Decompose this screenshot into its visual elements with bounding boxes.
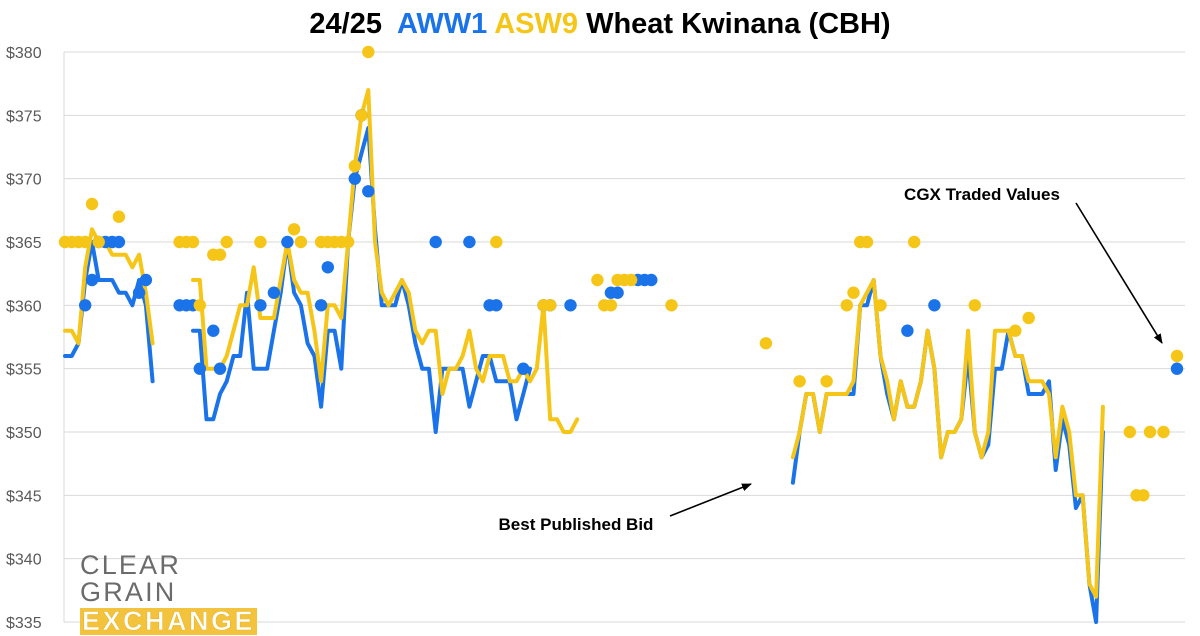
y-tick-label: $355 [6, 362, 42, 379]
traded-point [341, 235, 355, 249]
traded-point [611, 286, 624, 299]
traded-point [213, 362, 227, 375]
traded-point [1170, 349, 1184, 363]
traded-point [314, 299, 328, 312]
traded-point [847, 286, 860, 299]
traded-point [132, 286, 146, 299]
title-season: 24/25 [309, 8, 382, 40]
traded-point [820, 375, 833, 388]
traded-point [860, 235, 874, 249]
title-rest: Wheat Kwinana (CBH) [586, 8, 891, 40]
annotation-bid-label: Best Published Bid [499, 515, 654, 534]
traded-point [1157, 425, 1170, 439]
traded-point [968, 299, 981, 312]
y-tick-label: $380 [6, 45, 42, 62]
annotation-bid-arrow [669, 483, 752, 517]
traded-point [1022, 311, 1035, 325]
traded-point [490, 299, 503, 312]
series-asw9-line [63, 88, 1105, 599]
series-line-segment [790, 278, 1105, 599]
traded-point [645, 273, 658, 287]
annotation-traded-label: CGX Traded Values [904, 185, 1060, 204]
y-tick-label: $345 [6, 488, 42, 505]
traded-point [517, 362, 530, 375]
traded-point [281, 235, 294, 249]
traded-point [112, 210, 126, 223]
traded-point [348, 159, 361, 173]
title-aww1: AWW1 [397, 8, 488, 40]
logo-line1: CLEAR GRAIN [80, 550, 182, 607]
traded-point [544, 299, 557, 312]
y-tick-label: $360 [6, 298, 42, 315]
traded-point [429, 235, 442, 249]
traded-point [908, 235, 921, 249]
traded-point [92, 235, 105, 249]
traded-point [793, 375, 806, 388]
traded-point [79, 299, 92, 312]
traded-point [1009, 324, 1022, 337]
traded-point [874, 299, 887, 312]
traded-point [355, 109, 368, 122]
traded-point [490, 235, 503, 249]
traded-point [207, 324, 220, 337]
traded-point [1123, 425, 1137, 439]
traded-point [287, 223, 301, 236]
traded-point [85, 197, 99, 211]
dots-layer [58, 45, 1184, 502]
traded-point [193, 299, 206, 312]
y-tick-label: $365 [6, 235, 42, 252]
chart-title: 24/25 AWW1 ASW9 Wheat Kwinana (CBH) [0, 8, 1200, 41]
traded-point [1170, 362, 1184, 375]
traded-point [220, 235, 233, 249]
title-asw9: ASW9 [494, 8, 579, 40]
y-tick-label: $350 [6, 425, 42, 442]
y-tick-label: $370 [6, 172, 42, 189]
traded-point [186, 235, 200, 249]
traded-point [604, 299, 618, 312]
traded-point [362, 45, 375, 59]
traded-point [321, 261, 334, 274]
traded-point [294, 235, 308, 249]
y-tick-label: $375 [6, 108, 42, 125]
annotation-best-bid: Best Published Bid [499, 483, 752, 534]
traded-point [348, 172, 361, 185]
traded-point [1143, 425, 1157, 439]
traded-point [928, 299, 941, 312]
traded-point [840, 299, 853, 312]
traded-point [79, 235, 92, 249]
traded-point [463, 235, 476, 249]
series-asw9-traded-dots [58, 45, 1184, 502]
series-layer [63, 88, 1105, 624]
series-line-segment [191, 126, 532, 434]
traded-point [254, 299, 267, 312]
series-line-segment [63, 227, 155, 346]
traded-point [564, 299, 577, 312]
logo-line2: EXCHANGE [80, 606, 258, 636]
y-tick-label: $335 [6, 615, 42, 630]
traded-point [362, 185, 375, 198]
traded-point [624, 273, 638, 287]
clear-grain-exchange-logo: CLEAR GRAIN EXCHANGE [80, 552, 280, 635]
traded-point [759, 337, 773, 350]
annotation-traded-arrow [1075, 202, 1163, 344]
traded-point [85, 273, 99, 287]
traded-point [139, 273, 153, 287]
traded-point [267, 286, 281, 299]
traded-point [665, 299, 678, 312]
y-tick-label: $340 [6, 552, 42, 569]
traded-point [254, 235, 267, 249]
annotation-traded-values: CGX Traded Values [904, 185, 1163, 344]
traded-point [591, 273, 604, 287]
series-line-segment [191, 88, 580, 434]
y-axis: $335 $340 $345 $350 $355 $360 $365 $370 $375 $380 [6, 45, 42, 630]
traded-point [112, 235, 126, 249]
traded-point [213, 248, 227, 261]
traded-point [193, 362, 206, 375]
traded-point [1137, 489, 1150, 502]
traded-point [901, 324, 914, 337]
